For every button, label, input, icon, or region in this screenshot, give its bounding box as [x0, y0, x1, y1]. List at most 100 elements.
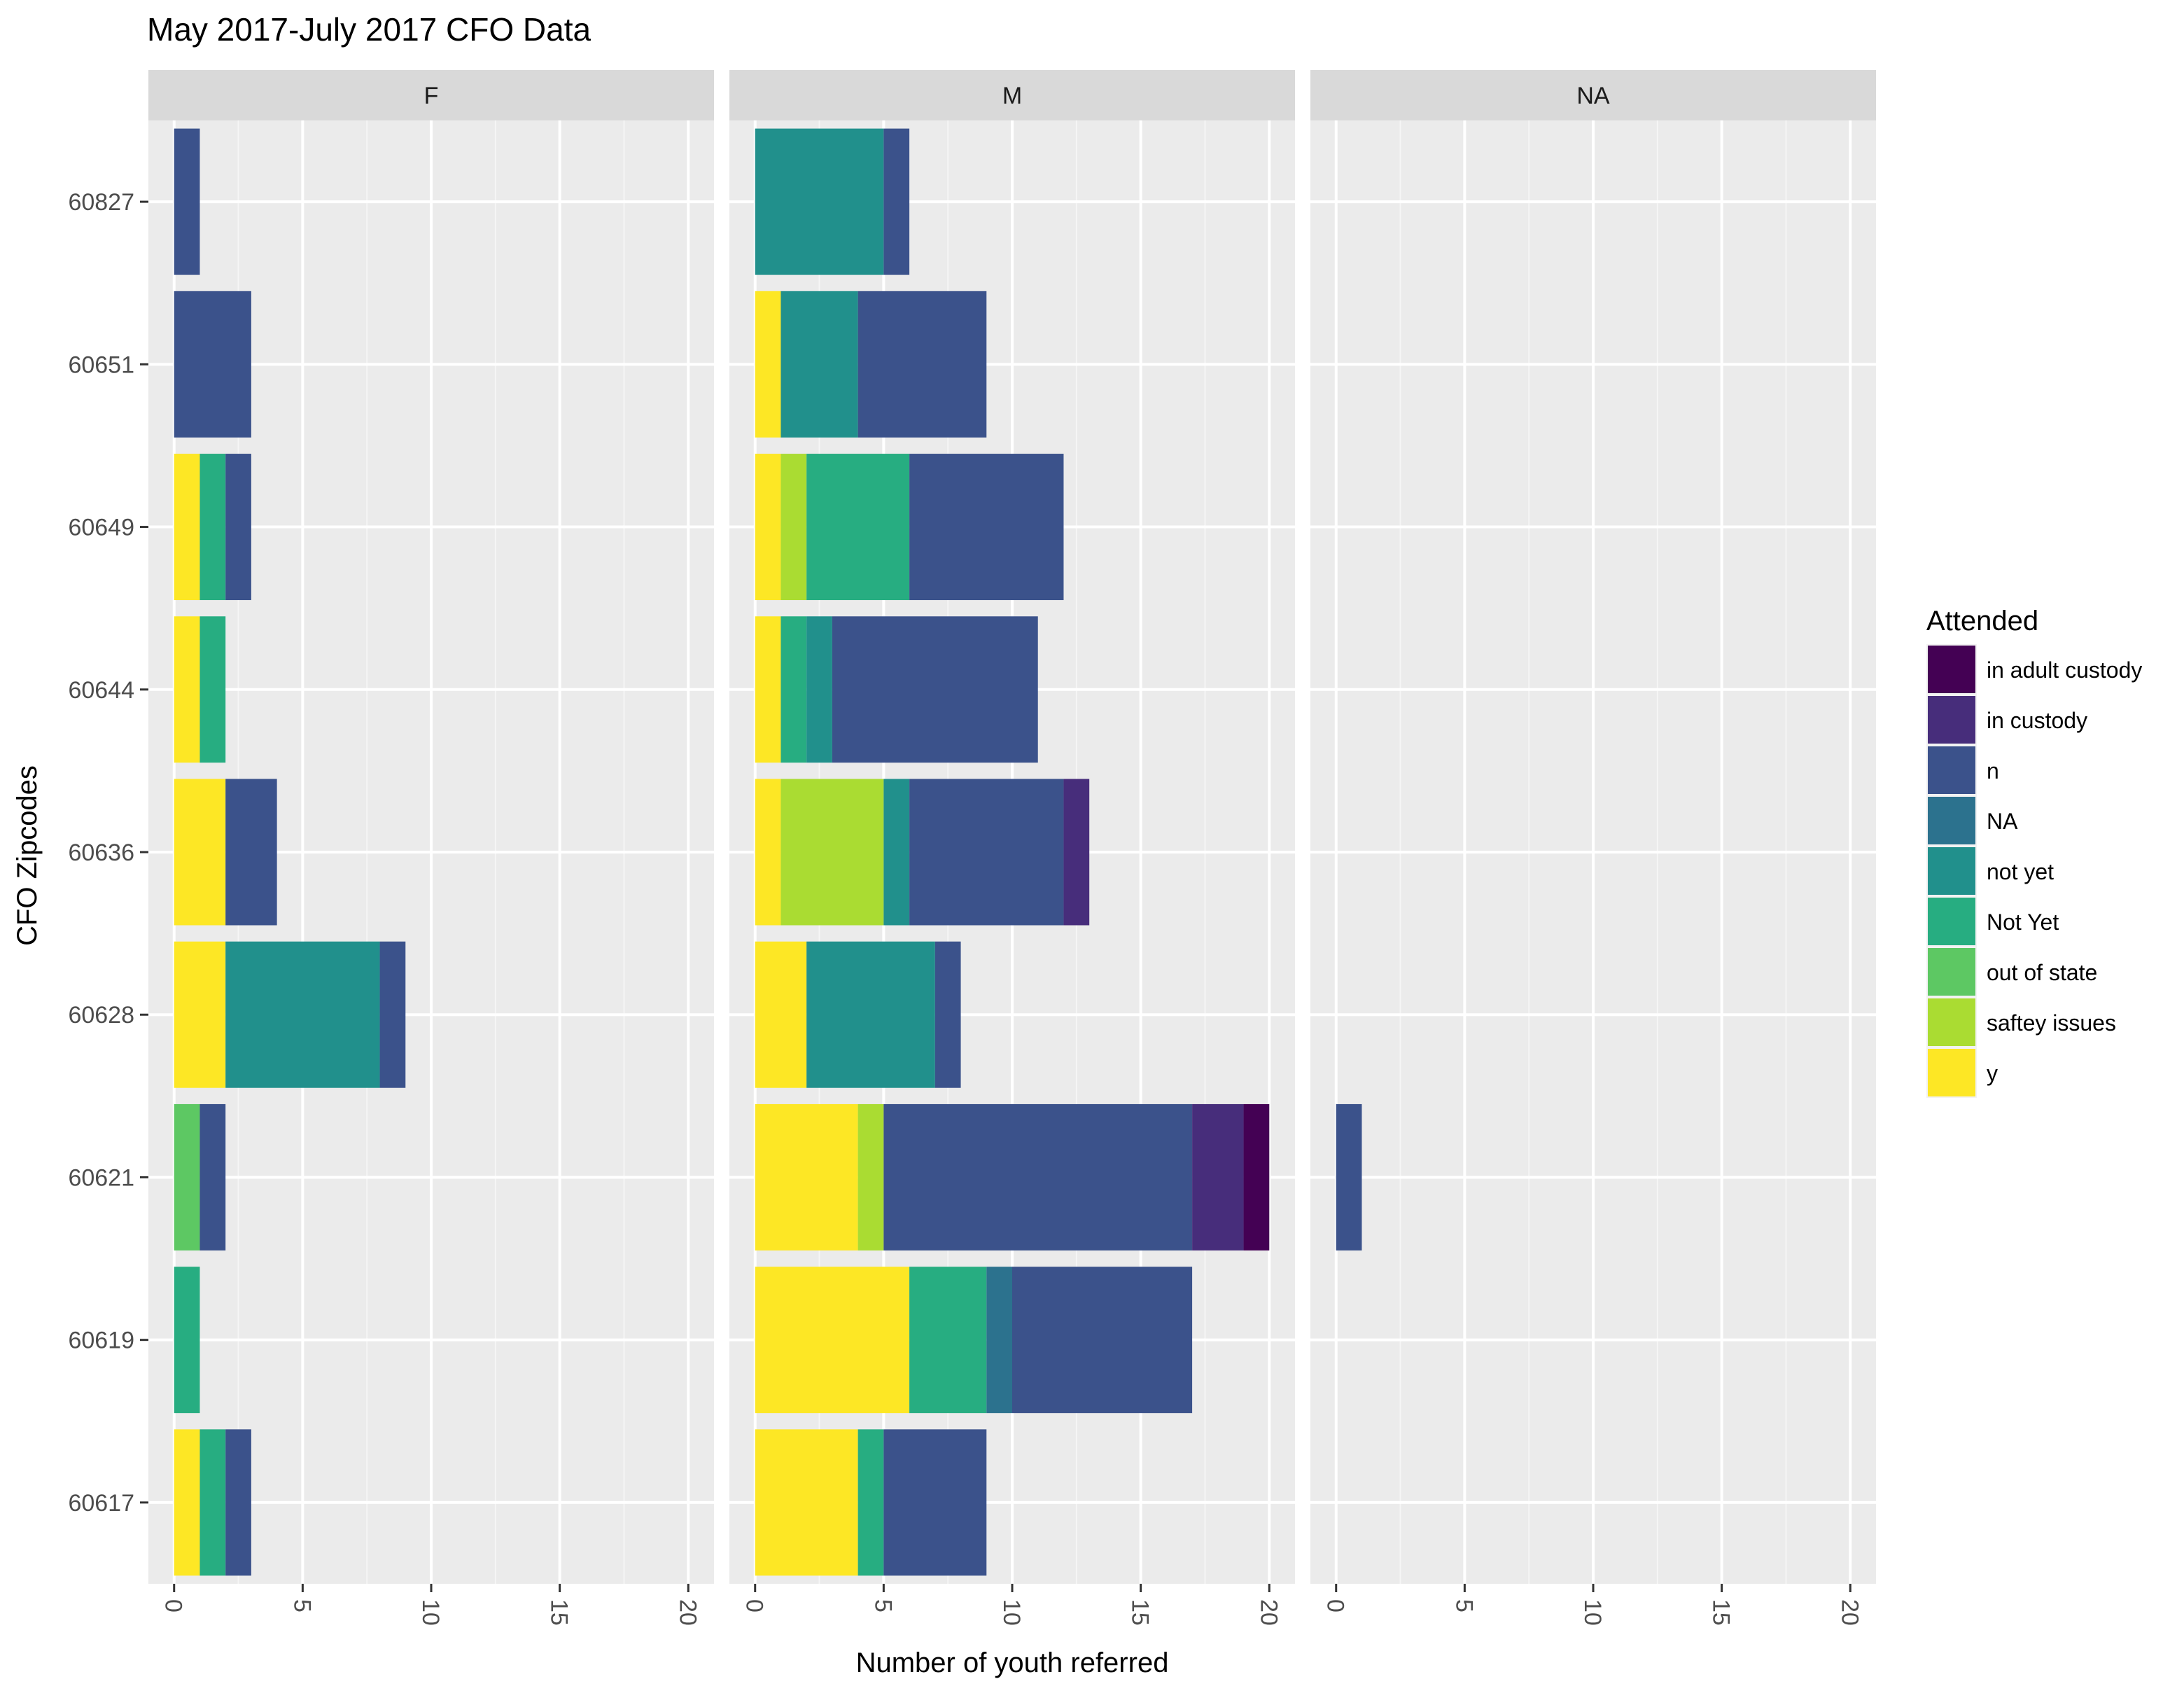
- x-axis-title: Number of youth referred: [856, 1647, 1169, 1678]
- y-tick-label: 60651: [68, 351, 134, 378]
- y-tick-label: 60621: [68, 1164, 134, 1191]
- bar-segment-m-60827-n: [883, 128, 910, 275]
- legend-label: not yet: [1987, 859, 2054, 884]
- bar-segment-m-60651-n: [858, 291, 987, 438]
- facet-strip-label: M: [1002, 83, 1022, 109]
- bar-segment-f-60651-n: [174, 291, 251, 438]
- bar-segment-m-60621-y: [755, 1103, 858, 1250]
- legend: Attended in adult custody in custody n NA no…: [1926, 606, 2142, 1098]
- x-tick-label: 15: [1708, 1599, 1735, 1626]
- legend-title: Attended: [1926, 606, 2038, 636]
- bar-segment-m-60649-y: [755, 454, 781, 601]
- x-tick-label: 5: [1450, 1599, 1477, 1612]
- x-tick-label: 0: [160, 1599, 187, 1612]
- y-tick-label: 60649: [68, 515, 134, 541]
- bar-segment-m-60644-not-yet: [806, 616, 832, 763]
- x-tick-label: 15: [1127, 1599, 1154, 1626]
- bar-segment-m-60651-not-yet: [780, 291, 858, 438]
- legend-swatch-in-custody: [1928, 696, 1975, 744]
- bar-segment-m-60619-na: [986, 1267, 1012, 1414]
- bar-segment-m-60644-y: [755, 616, 781, 763]
- facet-strip-label: NA: [1576, 83, 1610, 109]
- legend-label: saftey issues: [1987, 1010, 2116, 1036]
- facet-panel-f: F 0 5 10 15 20: [148, 70, 714, 1626]
- bar-segment-f-60628-not-yet: [225, 941, 380, 1088]
- bar-segment-m-60621-n: [883, 1103, 1193, 1250]
- bar-segment-m-60651-y: [755, 291, 781, 438]
- bar-segment-m-60621-in-custody: [1192, 1103, 1244, 1250]
- bar-segment-m-60621-in-adult-custody: [1243, 1103, 1270, 1250]
- bar-segment-m-60617-y: [755, 1429, 858, 1576]
- legend-label: out of state: [1987, 960, 2097, 985]
- y-axis-title: CFO Zipcodes: [12, 765, 43, 946]
- legend-label: Not Yet: [1987, 910, 2059, 935]
- legend-swatch-na: [1928, 797, 1975, 844]
- bar-segment-m-60636-saftey-issues: [780, 779, 884, 926]
- x-tick-label: 5: [869, 1599, 896, 1612]
- y-tick-label: 60628: [68, 1002, 134, 1029]
- bar-segment-f-60628-n: [379, 941, 406, 1088]
- y-tick-label: 60617: [68, 1490, 134, 1517]
- bar-segment-f-60617-y: [174, 1429, 200, 1576]
- bar-segment-f-60827-n: [174, 128, 200, 275]
- bar-segment-f-60617-not-yet: [200, 1429, 226, 1576]
- legend-label: NA: [1987, 809, 2018, 834]
- bar-segment-m-60628-y: [755, 941, 807, 1088]
- bar-segment-m-60636-n: [909, 779, 1064, 926]
- bar-segment-m-60644-n: [832, 616, 1038, 763]
- legend-swatch-in-adult-custody: [1928, 646, 1975, 693]
- x-tick-label: 0: [1322, 1599, 1349, 1612]
- bar-segment-m-60649-saftey-issues: [780, 454, 807, 601]
- bar-segment-m-60644-not-yet: [780, 616, 807, 763]
- bar-segment-m-60628-n: [934, 941, 961, 1088]
- x-tick-label: 20: [1255, 1599, 1282, 1626]
- legend-label: in custody: [1987, 708, 2087, 733]
- bar-segment-f-60621-n: [200, 1103, 226, 1250]
- bar-segment-m-60636-y: [755, 779, 781, 926]
- y-axis: 60827 60651 60649 60644 60636 60628 60621 60619…: [68, 189, 148, 1517]
- legend-label: y: [1987, 1061, 1998, 1086]
- bar-segment-m-60617-not-yet: [858, 1429, 884, 1576]
- bar-segment-f-60644-not-yet: [200, 616, 226, 763]
- bar-segment-f-60649-not-yet: [200, 454, 226, 601]
- facet-panels: F 0 5 10 15 20 M 0 5 10 15 20 NA 0 5 10 15 20: [148, 70, 1876, 1626]
- chart-title: May 2017-July 2017 CFO Data: [147, 11, 591, 48]
- facet-strip: [148, 70, 714, 120]
- y-tick-label: 60644: [68, 677, 134, 704]
- bar-segment-f-60636-y: [174, 779, 226, 926]
- bar-segment-m-60628-not-yet: [806, 941, 935, 1088]
- bar-segment-m-60619-y: [755, 1267, 910, 1414]
- bar-segment-f-60644-y: [174, 616, 200, 763]
- bar-segment-m-60621-saftey-issues: [858, 1103, 884, 1250]
- legend-swatch-out-of-state: [1928, 948, 1975, 996]
- legend-swatch-y: [1928, 1049, 1975, 1096]
- x-tick-label: 10: [998, 1599, 1025, 1626]
- legend-swatch-not-yet: [1928, 898, 1975, 945]
- x-tick-label: 20: [674, 1599, 701, 1626]
- legend-swatch-saftey-issues: [1928, 998, 1975, 1046]
- bar-segment-na-60621-n: [1336, 1103, 1362, 1250]
- bar-segment-m-60649-not-yet: [806, 454, 910, 601]
- y-tick-label: 60619: [68, 1328, 134, 1354]
- bar-segment-f-60628-y: [174, 941, 226, 1088]
- facet-strip: [729, 70, 1295, 120]
- bar-segment-m-60619-n: [1012, 1267, 1193, 1414]
- facet-panel-na: NA 0 5 10 15 20: [1310, 70, 1876, 1626]
- legend-swatch-not-yet: [1928, 847, 1975, 895]
- x-tick-label: 10: [1579, 1599, 1606, 1626]
- x-tick-label: 5: [288, 1599, 315, 1612]
- bar-segment-f-60636-n: [225, 779, 277, 926]
- bar-segment-m-60636-in-custody: [1063, 779, 1090, 926]
- legend-swatch-n: [1928, 746, 1975, 794]
- bar-segment-m-60827-not-yet: [755, 128, 884, 275]
- x-tick-label: 10: [417, 1599, 444, 1626]
- bar-segment-f-60649-n: [225, 454, 251, 601]
- x-tick-label: 20: [1836, 1599, 1863, 1626]
- bar-segment-m-60636-not-yet: [883, 779, 910, 926]
- bar-segment-m-60617-n: [883, 1429, 987, 1576]
- bar-segment-f-60621-out-of-state: [174, 1103, 200, 1250]
- bar-segment-f-60617-n: [225, 1429, 251, 1576]
- bar-segment-m-60649-n: [909, 454, 1064, 601]
- bar-segment-m-60619-not-yet: [909, 1267, 987, 1414]
